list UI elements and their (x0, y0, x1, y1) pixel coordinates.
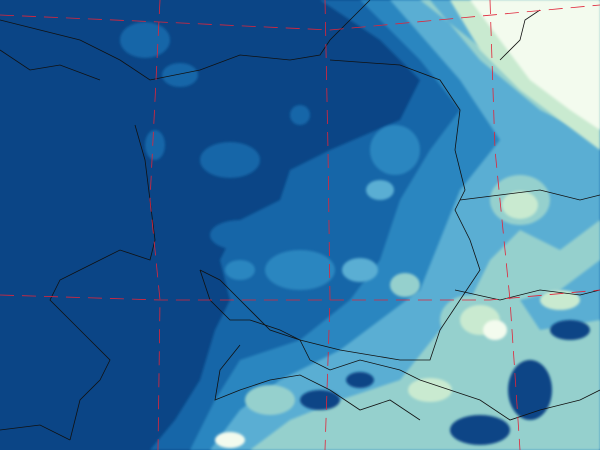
field-level6 (215, 0, 600, 448)
dark-patches (300, 320, 590, 445)
